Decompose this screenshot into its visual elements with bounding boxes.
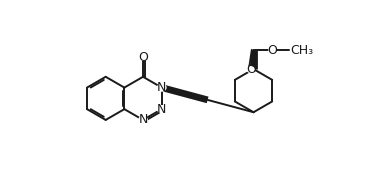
- Ellipse shape: [247, 67, 254, 73]
- Text: O: O: [138, 51, 148, 64]
- Ellipse shape: [158, 106, 166, 113]
- Text: CH₃: CH₃: [290, 44, 314, 57]
- Ellipse shape: [139, 54, 147, 60]
- Ellipse shape: [158, 84, 166, 91]
- Text: O: O: [246, 63, 256, 76]
- Text: N: N: [157, 81, 166, 94]
- Text: N: N: [157, 103, 166, 116]
- Ellipse shape: [269, 47, 276, 53]
- Text: N: N: [139, 113, 148, 126]
- Ellipse shape: [139, 116, 147, 123]
- Text: O: O: [268, 44, 277, 57]
